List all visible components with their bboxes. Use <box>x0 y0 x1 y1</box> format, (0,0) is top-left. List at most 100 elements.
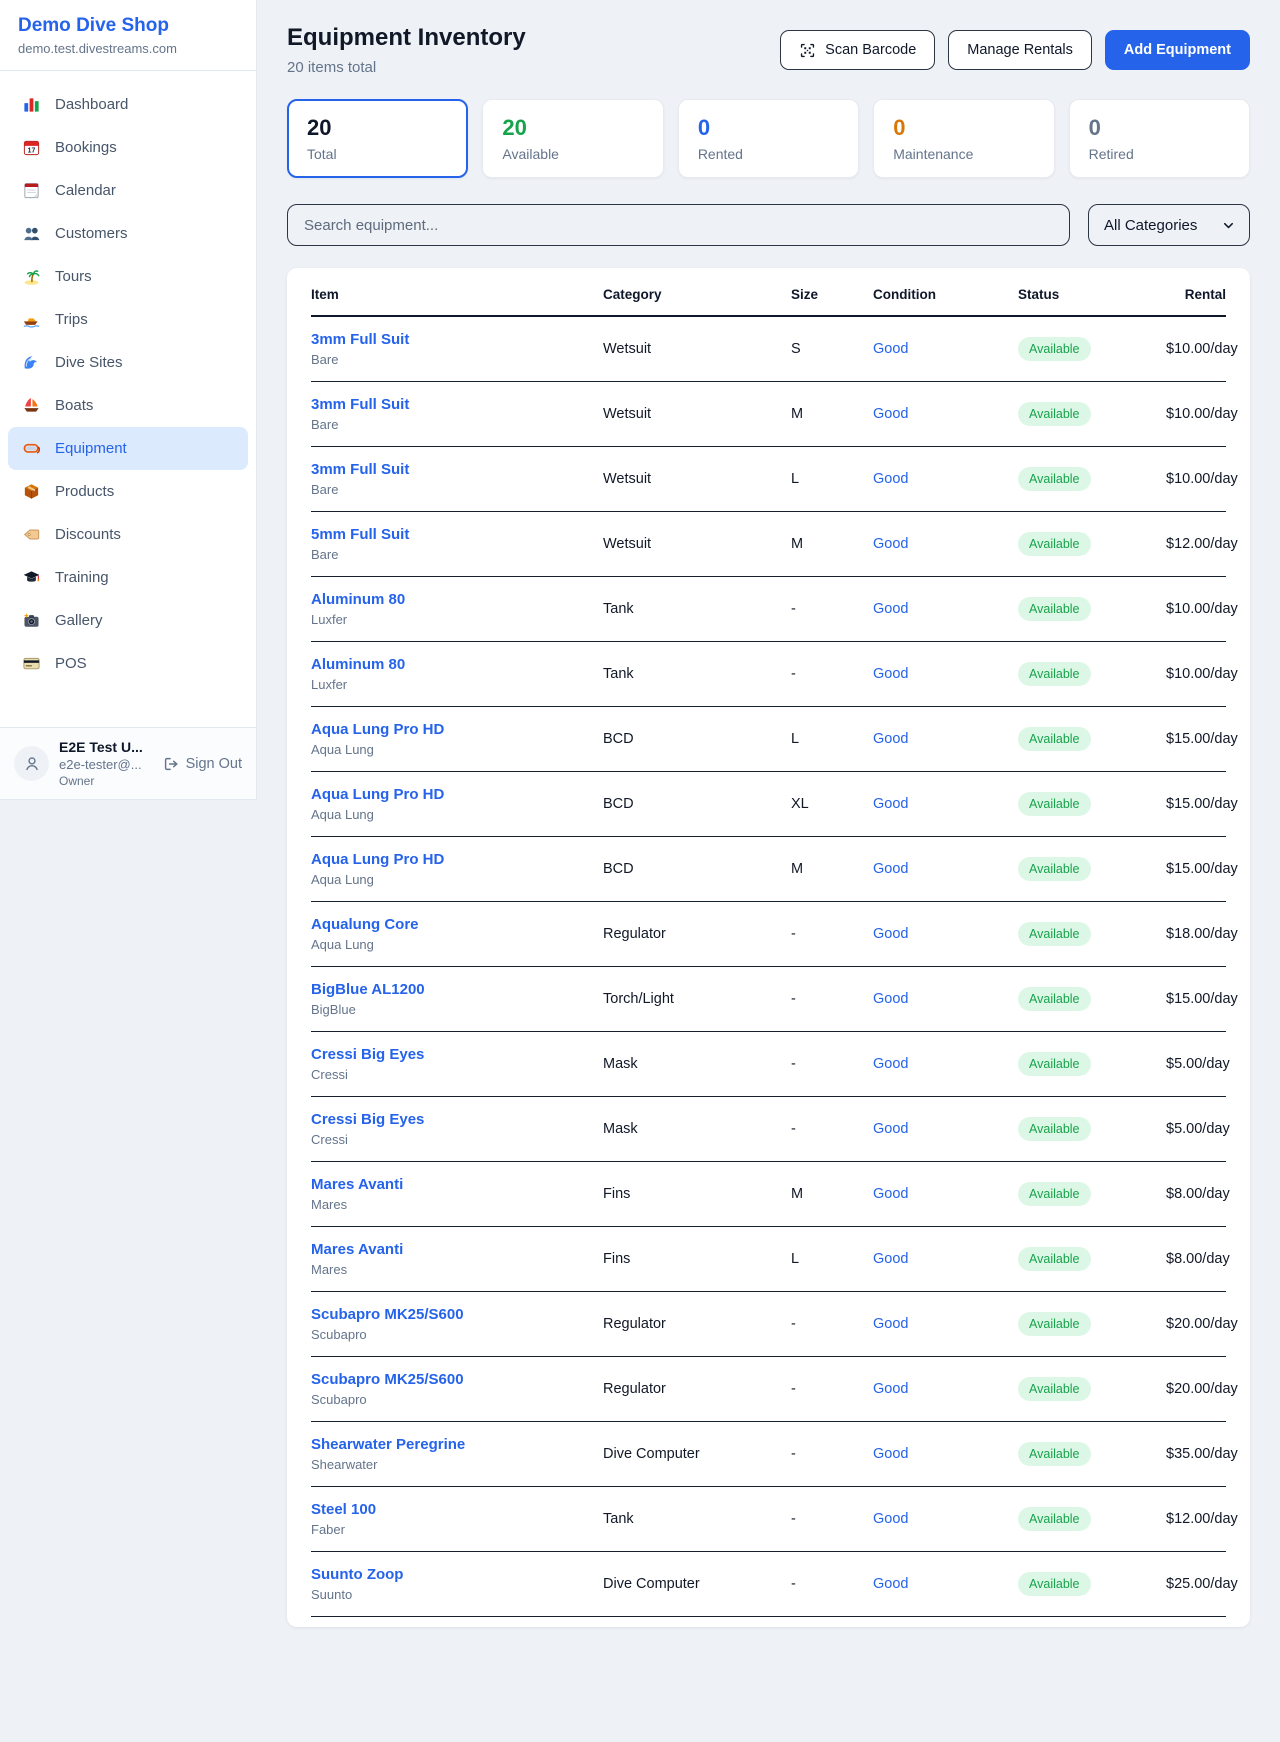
add-equipment-label: Add Equipment <box>1123 42 1231 58</box>
sidebar-item-customers[interactable]: Customers <box>8 212 248 255</box>
item-condition: Good <box>873 381 1018 447</box>
column-header: Condition <box>873 270 1018 317</box>
sidebar-item-label: Bookings <box>55 139 117 156</box>
item-name-link[interactable]: Scubapro MK25/S600 <box>311 1371 464 1388</box>
item-name-link[interactable]: Suunto Zoop <box>311 1566 404 1583</box>
item-brand: Aqua Lung <box>311 807 374 822</box>
item-name-link[interactable]: BigBlue AL1200 <box>311 981 425 998</box>
sidebar-item-label: POS <box>55 655 87 672</box>
item-name-link[interactable]: Aqua Lung Pro HD <box>311 721 445 738</box>
stat-card-rented[interactable]: 0 Rented <box>677 99 860 178</box>
item-brand: Cressi <box>311 1067 348 1082</box>
item-name-link[interactable]: Aqua Lung Pro HD <box>311 851 445 868</box>
bookings-icon <box>21 138 41 158</box>
stat-card-total[interactable]: 20 Total <box>287 99 469 178</box>
manage-rentals-button[interactable]: Manage Rentals <box>948 30 1092 70</box>
item-category: Tank <box>603 641 791 707</box>
item-name-link[interactable]: 5mm Full Suit <box>311 526 410 543</box>
scan-barcode-button[interactable]: Scan Barcode <box>780 30 936 70</box>
user-name: E2E Test U... <box>59 739 143 755</box>
stat-card-available[interactable]: 20 Available <box>482 99 664 178</box>
stat-card-retired[interactable]: 0 Retired <box>1068 99 1251 178</box>
item-size: L <box>791 1226 873 1292</box>
tours-icon <box>21 267 41 287</box>
item-name-link[interactable]: Aqua Lung Pro HD <box>311 786 445 803</box>
item-category: Fins <box>603 1161 791 1227</box>
sidebar-item-label: Training <box>55 569 109 586</box>
sidebar-item-tours[interactable]: Tours <box>8 255 248 298</box>
item-brand: Cressi <box>311 1132 348 1147</box>
item-category: Mask <box>603 1096 791 1162</box>
sidebar-item-pos[interactable]: POS <box>8 642 248 685</box>
item-brand: Bare <box>311 482 339 497</box>
item-rental-price: $5.00/day <box>1166 1096 1230 1162</box>
sidebar-item-calendar[interactable]: Calendar <box>8 169 248 212</box>
sidebar-item-gallery[interactable]: Gallery <box>8 599 248 642</box>
table-row: Aluminum 80 Luxfer Tank - Good Available… <box>311 641 1238 707</box>
item-name-link[interactable]: Aluminum 80 <box>311 591 406 608</box>
sidebar-item-dive-sites[interactable]: Dive Sites <box>8 341 248 384</box>
brand: Demo Dive Shop demo.test.divestreams.com <box>0 0 256 71</box>
item-rental-price: $10.00/day <box>1166 381 1238 447</box>
item-name-link[interactable]: 3mm Full Suit <box>311 396 410 413</box>
column-header: Item <box>311 270 603 317</box>
item-name-link[interactable]: Mares Avanti <box>311 1241 404 1258</box>
item-rental-price: $12.00/day <box>1166 1486 1238 1552</box>
status-badge: Available <box>1018 597 1091 621</box>
add-equipment-button[interactable]: Add Equipment <box>1104 30 1250 70</box>
item-name-link[interactable]: Cressi Big Eyes <box>311 1046 425 1063</box>
item-name-link[interactable]: Mares Avanti <box>311 1176 404 1193</box>
stat-card-maintenance[interactable]: 0 Maintenance <box>873 99 1055 178</box>
sign-out-button[interactable]: Sign Out <box>162 755 242 773</box>
brand-name[interactable]: Demo Dive Shop <box>18 15 169 36</box>
status-badge: Available <box>1018 532 1091 556</box>
sidebar-nav: Dashboard Bookings Calendar Cust <box>0 71 256 697</box>
sidebar-item-trips[interactable]: Trips <box>8 298 248 341</box>
item-name-link[interactable]: 3mm Full Suit <box>311 461 410 478</box>
item-name-link[interactable]: Shearwater Peregrine <box>311 1436 466 1453</box>
sidebar-item-products[interactable]: Products <box>8 470 248 513</box>
items-total-subtitle: 20 items total <box>287 59 377 76</box>
table-row: Aqualung Core Aqua Lung Regulator - Good… <box>311 901 1238 967</box>
stat-value: 20 <box>502 115 527 140</box>
sidebar-item-label: Calendar <box>55 182 116 199</box>
item-size: - <box>791 966 873 1032</box>
table-row: Scubapro MK25/S600 Scubapro Regulator - … <box>311 1356 1238 1422</box>
person-icon <box>25 756 38 770</box>
sidebar-item-discounts[interactable]: Discounts <box>8 513 248 556</box>
filter-bar: All Categories <box>287 204 1250 246</box>
item-name-link[interactable]: Cressi Big Eyes <box>311 1111 425 1128</box>
search-input[interactable] <box>287 204 1070 246</box>
sidebar-item-dashboard[interactable]: Dashboard <box>8 83 248 126</box>
sidebar-item-boats[interactable]: Boats <box>8 384 248 427</box>
item-name-link[interactable]: Aluminum 80 <box>311 656 406 673</box>
item-name-link[interactable]: Aqualung Core <box>311 916 419 933</box>
category-select[interactable]: All Categories <box>1088 204 1250 246</box>
item-category: Dive Computer <box>603 1551 791 1617</box>
status-badge: Available <box>1018 337 1091 361</box>
item-rental-price: $15.00/day <box>1166 706 1238 772</box>
item-size: M <box>791 1161 873 1227</box>
dive-sites-icon <box>21 353 41 373</box>
status-badge: Available <box>1018 1442 1091 1466</box>
item-name-link[interactable]: Scubapro MK25/S600 <box>311 1306 464 1323</box>
equipment-icon <box>21 439 41 459</box>
column-header: Category <box>603 270 791 317</box>
table-row: 5mm Full Suit Bare Wetsuit M Good Availa… <box>311 511 1238 577</box>
column-header: Size <box>791 270 873 317</box>
item-name-link[interactable]: Steel 100 <box>311 1501 377 1518</box>
item-rental-price: $20.00/day <box>1166 1356 1238 1422</box>
item-rental-price: $10.00/day <box>1166 316 1238 382</box>
sidebar-item-bookings[interactable]: Bookings <box>8 126 248 169</box>
item-condition: Good <box>873 706 1018 772</box>
user-email: e2e-tester@... <box>59 757 142 772</box>
item-condition: Good <box>873 1356 1018 1422</box>
item-name-link[interactable]: 3mm Full Suit <box>311 331 410 348</box>
pos-icon <box>21 654 41 674</box>
sidebar-item-training[interactable]: Training <box>8 556 248 599</box>
item-brand: Mares <box>311 1197 348 1212</box>
item-rental-price: $12.00/day <box>1166 511 1238 577</box>
sidebar-item-equipment[interactable]: Equipment <box>8 427 248 470</box>
item-brand: Luxfer <box>311 612 348 627</box>
stat-label: Maintenance <box>893 146 974 162</box>
